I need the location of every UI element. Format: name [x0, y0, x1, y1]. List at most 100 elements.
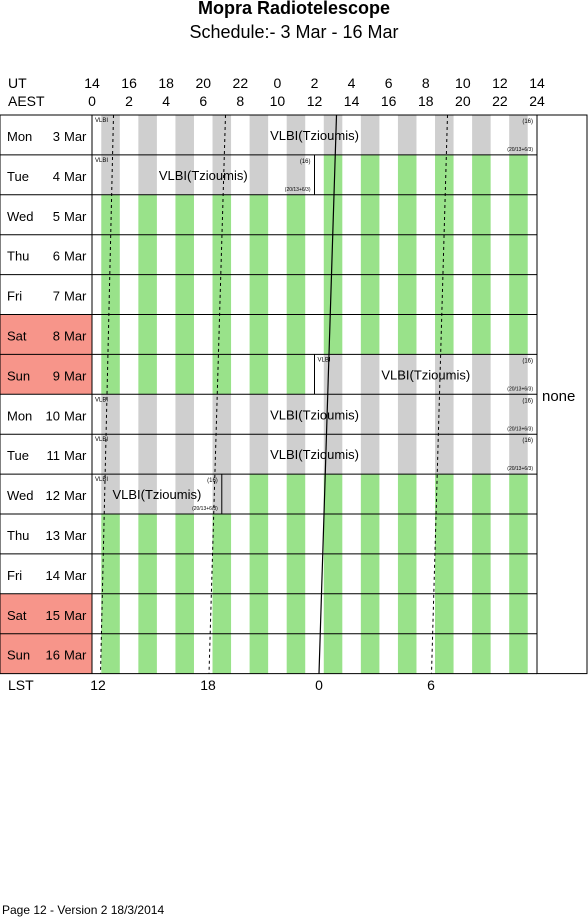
aest-axis-label: AEST: [8, 93, 45, 109]
hour-stripe: [138, 154, 157, 195]
block-tag: VLBI: [95, 118, 108, 124]
hour-stripe: [435, 633, 454, 674]
hour-stripe: [212, 593, 232, 634]
aest-hour-label: 6: [199, 93, 208, 109]
hour-stripe: [509, 274, 528, 315]
hour-stripe: [472, 553, 491, 594]
hour-stripe: [101, 194, 120, 235]
block-label: VLBI(Tzioumis): [159, 168, 248, 183]
hour-stripe: [397, 234, 417, 275]
block-tag: VLBI: [95, 397, 108, 403]
day-date-label: 11: [47, 448, 61, 463]
hour-stripe: [175, 394, 194, 435]
day-month-label: Mar: [64, 209, 87, 224]
hour-stripe: [397, 434, 417, 475]
hour-stripe: [472, 234, 491, 275]
hour-stripe: [360, 194, 380, 235]
hour-stripe: [397, 553, 417, 594]
hour-stripe: [472, 394, 491, 435]
hour-stripe: [472, 593, 491, 634]
hour-stripe: [472, 314, 491, 355]
hour-stripe: [472, 194, 491, 235]
block-tag: VLBI: [95, 158, 108, 164]
hour-stripe: [323, 514, 343, 554]
hour-stripe: [101, 434, 120, 475]
hour-stripe: [286, 154, 306, 195]
day-of-week-label: Sun: [7, 648, 30, 663]
day-month-label: Mar: [64, 169, 87, 184]
hour-stripe: [360, 314, 380, 355]
day-month-label: Mar: [64, 448, 87, 463]
hour-stripe: [360, 514, 380, 554]
day-date-label: 16: [46, 648, 60, 663]
hour-stripe: [101, 593, 120, 634]
hour-stripe: [249, 354, 269, 395]
hour-stripe: [212, 154, 232, 195]
day-of-week-label: Mon: [7, 408, 32, 423]
hour-stripe: [138, 514, 157, 554]
hour-stripe: [138, 194, 157, 235]
day-of-week-label: Sun: [7, 368, 30, 383]
aest-hour-label: 4: [162, 93, 171, 109]
hour-stripe: [435, 553, 454, 594]
ut-hour-label: 12: [492, 75, 508, 91]
day-month-label: Mar: [64, 488, 87, 503]
hour-stripe: [360, 633, 380, 674]
block-code: (16): [522, 119, 533, 125]
page-footer: Page 12 - Version 2 18/3/2014: [2, 903, 165, 917]
hour-stripe: [472, 434, 491, 475]
hour-stripe: [249, 154, 269, 195]
block-code: (16): [522, 438, 533, 444]
hour-stripe: [323, 434, 343, 475]
block-label: VLBI(Tzioumis): [381, 367, 470, 382]
day-of-week-label: Sat: [7, 608, 27, 623]
hour-stripe: [509, 154, 528, 195]
day-date-label: 14: [46, 568, 60, 583]
hour-stripe: [175, 434, 194, 475]
day-of-week-label: Wed: [7, 488, 34, 503]
hour-stripe: [175, 514, 194, 554]
hour-stripe: [286, 593, 306, 634]
hour-stripe: [286, 394, 306, 435]
hour-stripe: [249, 633, 269, 674]
hour-stripe: [212, 274, 232, 315]
lst-tick-label: 12: [90, 677, 106, 693]
day-of-week-label: Mon: [7, 129, 32, 144]
hour-stripe: [323, 593, 343, 634]
day-date-label: 5: [53, 209, 60, 224]
hour-stripe: [249, 274, 269, 315]
day-month-label: Mar: [64, 648, 87, 663]
hour-stripe: [397, 154, 417, 195]
hour-stripe: [435, 434, 454, 475]
hour-stripe: [472, 154, 491, 195]
day-date-label: 8: [53, 329, 60, 344]
block-label: VLBI(Tzioumis): [270, 128, 359, 143]
block-subcode: (20/13+6/3): [507, 426, 533, 432]
hour-stripe: [101, 514, 120, 554]
day-of-week-label: Tue: [7, 169, 29, 184]
day-month-label: Mar: [64, 129, 87, 144]
side-note: none: [542, 388, 576, 405]
hour-stripe: [286, 234, 306, 275]
hour-stripe: [435, 154, 454, 195]
hour-stripe: [509, 314, 528, 355]
day-date-label: 15: [46, 608, 60, 623]
day-month-label: Mar: [64, 528, 87, 543]
hour-stripe: [323, 394, 343, 435]
ut-hour-label: 22: [232, 75, 249, 91]
hour-stripe: [249, 234, 269, 275]
aest-hour-label: 2: [125, 93, 133, 109]
hour-stripe: [175, 633, 194, 674]
day-date-label: 9: [53, 368, 60, 383]
block-subcode: (20/13+6/3): [507, 466, 533, 472]
hour-stripe: [175, 354, 194, 395]
day-month-label: Mar: [64, 408, 87, 423]
day-month-label: Mar: [64, 568, 87, 583]
aest-hour-label: 0: [88, 93, 96, 109]
hour-stripe: [212, 434, 232, 475]
hour-stripe: [360, 274, 380, 315]
ut-hour-label: 8: [421, 75, 430, 91]
block-code: (16): [522, 398, 533, 404]
hour-stripe: [249, 314, 269, 355]
hour-stripe: [323, 274, 343, 315]
